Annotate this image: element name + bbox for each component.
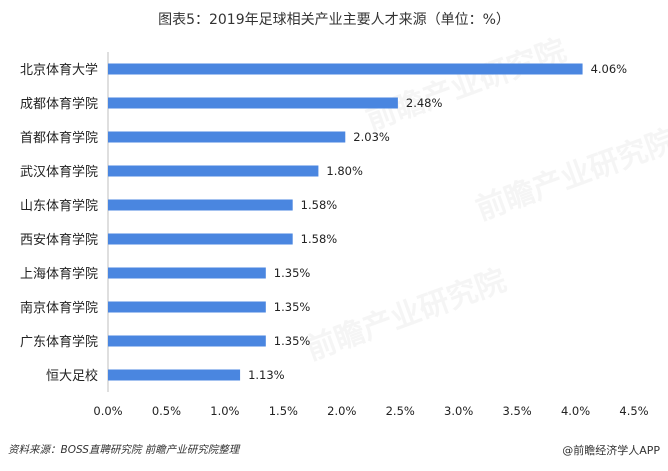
x-tick-label: 4.5% (619, 404, 648, 418)
bar-value-label: 2.03% (353, 130, 390, 144)
bar-value-label: 1.35% (274, 266, 311, 280)
category-label: 成都体育学院 (20, 96, 98, 112)
x-tick-label: 0.0% (93, 404, 122, 418)
category-label: 北京体育大学 (20, 62, 98, 78)
bar (108, 267, 266, 279)
x-tick-label: 3.5% (503, 404, 532, 418)
category-label: 武汉体育学院 (20, 164, 98, 180)
bar-value-label: 1.80% (326, 164, 363, 178)
x-tick-label: 1.5% (269, 404, 298, 418)
bar (108, 335, 266, 347)
x-tick-label: 2.0% (327, 404, 356, 418)
category-label: 恒大足校 (46, 368, 98, 384)
bar (108, 63, 583, 75)
category-label: 南京体育学院 (20, 300, 98, 316)
category-label: 西安体育学院 (20, 232, 98, 248)
category-label: 广东体育学院 (20, 334, 98, 350)
x-tick-label: 2.5% (386, 404, 415, 418)
source-note: 资料来源：BOSS直聘研究院 前瞻产业研究院整理 (8, 444, 240, 456)
bar (108, 199, 293, 211)
bar-value-label: 1.58% (301, 232, 338, 246)
bar (108, 131, 346, 143)
bar (108, 233, 293, 245)
bar (108, 97, 398, 109)
category-label: 首都体育学院 (20, 130, 98, 146)
brand-label: @前瞻经济学人APP (562, 444, 660, 457)
bar-value-label: 1.35% (274, 334, 311, 348)
bar (108, 369, 241, 381)
bar-value-label: 4.06% (591, 62, 628, 76)
x-tick-label: 0.5% (152, 404, 181, 418)
bar-value-label: 1.58% (301, 198, 338, 212)
bar (108, 165, 319, 177)
x-tick-label: 1.0% (210, 404, 239, 418)
bar-value-label: 2.48% (406, 96, 443, 110)
bar-value-label: 1.13% (248, 368, 285, 382)
category-label: 山东体育学院 (20, 198, 98, 214)
category-label: 上海体育学院 (20, 266, 98, 282)
bar-value-label: 1.35% (274, 300, 311, 314)
x-tick-label: 4.0% (561, 404, 590, 418)
x-tick-label: 3.0% (444, 404, 473, 418)
chart-title: 图表5：2019年足球相关产业主要人才来源（单位：%） (158, 12, 510, 28)
bar (108, 301, 266, 313)
